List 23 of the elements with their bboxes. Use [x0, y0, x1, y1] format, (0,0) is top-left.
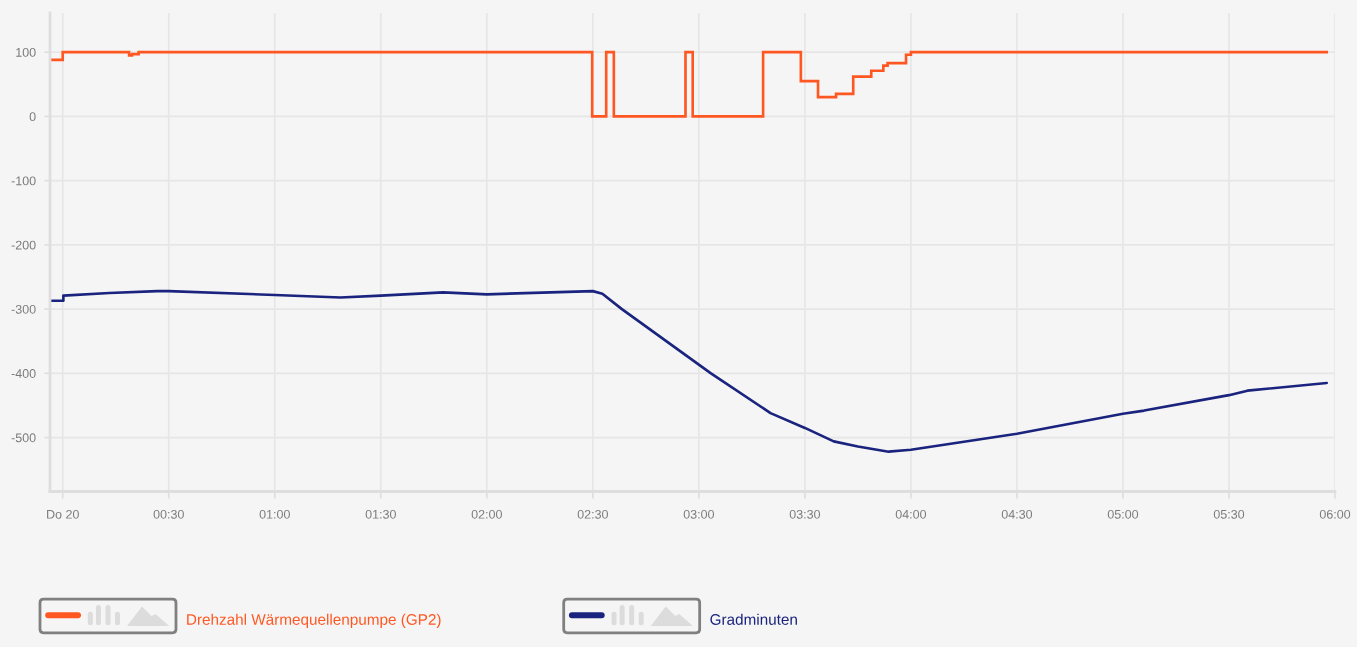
line-series — [50, 289, 1329, 453]
x-tick-label: 05:30 — [1213, 509, 1245, 519]
y-tick-label: -400 — [11, 369, 36, 378]
x-tick-label: 04:00 — [895, 509, 927, 519]
x-tick-label: 01:00 — [259, 509, 290, 519]
text: Gradminuten — [710, 613, 797, 625]
x-tick-label: 03:30 — [789, 509, 821, 519]
x-tick-label: 05:00 — [1107, 509, 1139, 519]
x-tick-label: 04:30 — [1001, 509, 1033, 519]
y-tick-label: 0 — [29, 112, 36, 122]
x-tick-label: 02:30 — [577, 509, 608, 519]
x-tick-label: Do 20 — [47, 509, 79, 519]
y-tick-label: -200 — [11, 240, 36, 250]
y-tick-label: -300 — [11, 304, 36, 314]
x-tick-label: 03:00 — [683, 509, 715, 519]
y-tick-label: -500 — [11, 433, 36, 443]
y-tick-label: -100 — [11, 176, 36, 186]
x-tick-label: 06:00 — [1319, 509, 1351, 519]
text: Drehzahl Wärmequellenpumpe (GP2) — [187, 613, 441, 628]
x-tick-label: 02:00 — [471, 509, 502, 519]
x-tick-label: 00:30 — [153, 509, 184, 519]
x-tick-label: 01:30 — [365, 509, 396, 519]
y-tick-label: 100 — [16, 47, 36, 57]
